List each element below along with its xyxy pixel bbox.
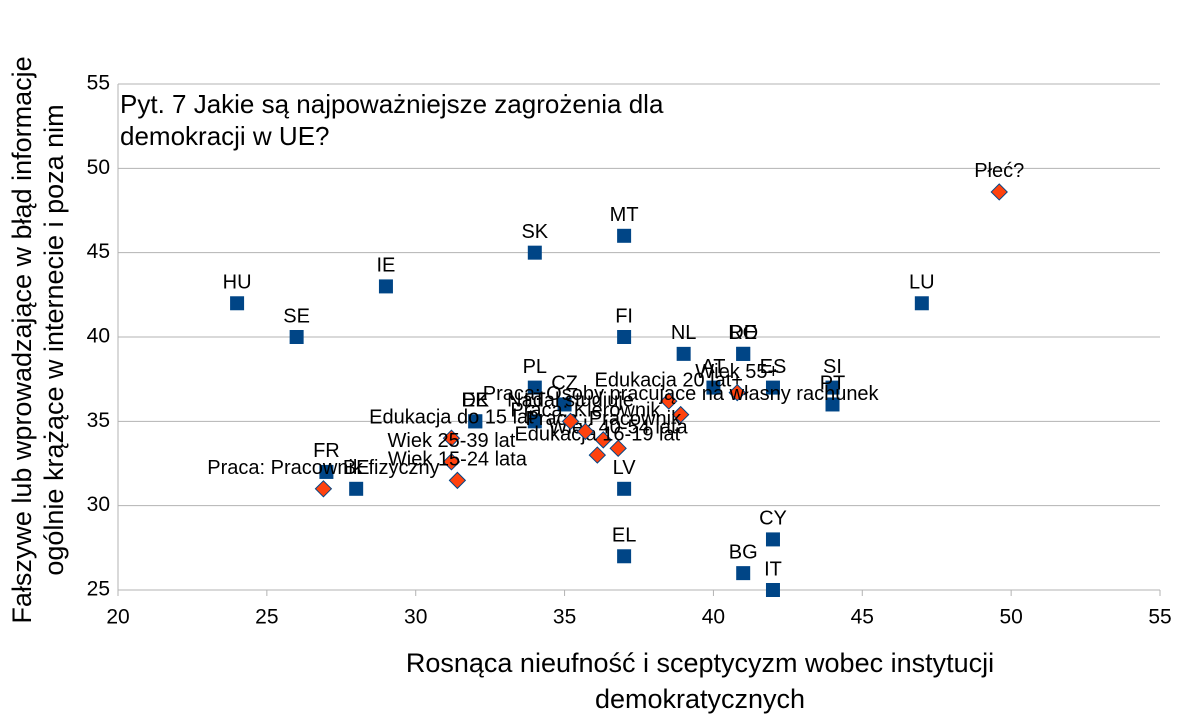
- point: [561, 412, 580, 431]
- point-label: Praca: Kierownik: [510, 400, 661, 422]
- point-label: Praca: Osoby pracujące na własny rachune…: [483, 383, 880, 405]
- point: [527, 245, 542, 260]
- point: [990, 183, 1008, 201]
- point: [349, 481, 364, 496]
- chart-title: demokracji w UE?: [120, 121, 330, 151]
- point-label: CY: [759, 508, 787, 530]
- y-tick-label: 50: [87, 156, 110, 179]
- y-tick-label: 40: [87, 325, 110, 348]
- point-label: RO: [728, 322, 758, 344]
- point: [617, 330, 632, 344]
- point-label: FI: [615, 305, 633, 327]
- point-label: HU: [223, 272, 252, 294]
- point-label: PL: [523, 356, 547, 378]
- point-label: IT: [764, 558, 782, 580]
- x-tick-label: 20: [106, 606, 129, 629]
- y-axis-label: Fałszywe lub wprowadzające w błąd inform…: [7, 56, 37, 623]
- point: [576, 422, 595, 441]
- point: [914, 296, 929, 311]
- point: [230, 296, 245, 311]
- point-label: Edukacja do 15 lat: [369, 406, 534, 428]
- point: [765, 380, 780, 395]
- point-label: Nadal studiuje: [507, 390, 634, 412]
- point-label: LU: [909, 272, 935, 294]
- x-tick-label: 50: [999, 606, 1022, 629]
- point: [314, 480, 333, 498]
- point-label: BE: [343, 457, 370, 479]
- point: [442, 429, 461, 447]
- point: [825, 380, 840, 395]
- point: [527, 414, 542, 429]
- point-label: IE: [376, 255, 395, 277]
- point: [660, 392, 678, 410]
- point-label: DK: [461, 390, 489, 412]
- point-label: PT: [820, 373, 846, 395]
- y-tick-label: 55: [87, 72, 110, 95]
- x-axis-label: demokratycznych: [595, 684, 805, 714]
- point: [736, 566, 751, 581]
- x-tick-label: 40: [702, 606, 725, 629]
- point-label: SK: [521, 221, 548, 243]
- point: [825, 397, 840, 412]
- point-label: NL: [671, 322, 697, 344]
- point-label: Wiek 15-24 lata: [388, 449, 528, 471]
- point: [442, 453, 461, 471]
- x-tick-label: 55: [1148, 606, 1171, 629]
- point-label: AT: [701, 356, 725, 378]
- x-tick-label: 35: [553, 606, 576, 629]
- x-tick-label: 45: [851, 606, 874, 629]
- point-label: EE: [462, 390, 489, 412]
- point: [448, 471, 467, 490]
- point-label: DE: [729, 322, 757, 344]
- point: [617, 481, 632, 496]
- point-label: Edukacja 16-19 lat: [514, 423, 680, 445]
- point-label: LT: [524, 390, 546, 412]
- point: [378, 279, 393, 294]
- chart-title: Pyt. 7 Jakie są najpoważniejsze zagrożen…: [120, 89, 664, 119]
- point: [706, 380, 721, 395]
- point-label: MT: [610, 204, 639, 226]
- point: [671, 405, 690, 424]
- point-label: Płeć?: [974, 160, 1024, 182]
- x-axis-label: Rosnąca nieufność i sceptycyzm wobec ins…: [406, 648, 994, 678]
- point: [676, 346, 691, 361]
- point: [765, 532, 780, 547]
- y-tick-label: 35: [87, 409, 110, 432]
- point: [765, 583, 780, 597]
- point: [594, 431, 612, 449]
- point: [319, 464, 334, 479]
- y-tick-label: 25: [87, 578, 110, 601]
- point-label: EL: [612, 525, 636, 547]
- point-label: LV: [613, 457, 637, 479]
- point: [588, 446, 607, 464]
- y-tick-label: 45: [87, 240, 110, 263]
- point: [527, 380, 542, 395]
- point-label: Praca: Pracownik: [525, 408, 682, 430]
- point: [609, 439, 627, 458]
- point-label: CZ: [551, 373, 578, 395]
- point: [557, 397, 572, 412]
- y-tick-label: 30: [87, 493, 110, 516]
- point: [468, 414, 483, 429]
- point-label: Praca: Pracownik fizyczny: [207, 457, 439, 479]
- point: [617, 549, 632, 564]
- point-label: Edukacja 20 lat+: [595, 369, 743, 391]
- x-tick-label: 25: [255, 606, 278, 629]
- point-label: ES: [760, 356, 787, 378]
- point-label: Wiek 25-39 lat: [388, 430, 516, 452]
- y-axis-label: ogólnie krążące w internecie i poza nim: [39, 104, 69, 575]
- x-tick-label: 30: [404, 606, 427, 629]
- point-label: SI: [823, 356, 842, 378]
- point: [736, 346, 751, 361]
- point: [728, 383, 746, 402]
- point: [617, 228, 632, 243]
- point: [289, 330, 304, 344]
- point-label: BG: [729, 541, 758, 563]
- point-label: FR: [313, 440, 340, 462]
- point-label: Wiek 55+: [695, 361, 779, 383]
- point-label: SE: [283, 305, 310, 327]
